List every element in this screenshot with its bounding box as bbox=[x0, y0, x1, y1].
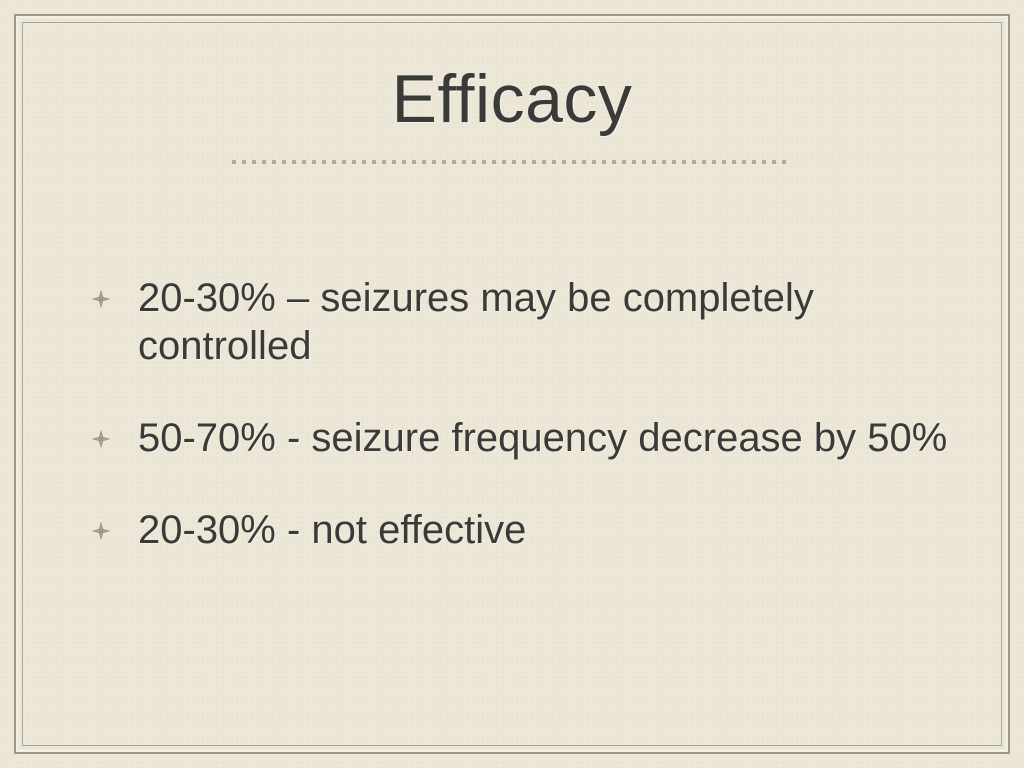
bullet-list: 20-30% – seizures may be completely cont… bbox=[60, 274, 964, 554]
list-item: 20-30% - not effective bbox=[90, 506, 954, 554]
list-item: 20-30% – seizures may be completely cont… bbox=[90, 274, 954, 370]
slide-content: Efficacy 20-30% – seizures may be comple… bbox=[0, 0, 1024, 768]
list-item-text: 20-30% - not effective bbox=[138, 508, 526, 552]
slide-title: Efficacy bbox=[60, 60, 964, 138]
list-item: 50-70% - seizure frequency decrease by 5… bbox=[90, 414, 954, 462]
list-item-text: 20-30% – seizures may be completely cont… bbox=[138, 276, 814, 368]
bullet-icon bbox=[90, 428, 112, 450]
bullet-icon bbox=[90, 288, 112, 310]
list-item-text: 50-70% - seizure frequency decrease by 5… bbox=[138, 416, 947, 460]
bullet-icon bbox=[90, 520, 112, 542]
title-divider bbox=[232, 160, 792, 164]
